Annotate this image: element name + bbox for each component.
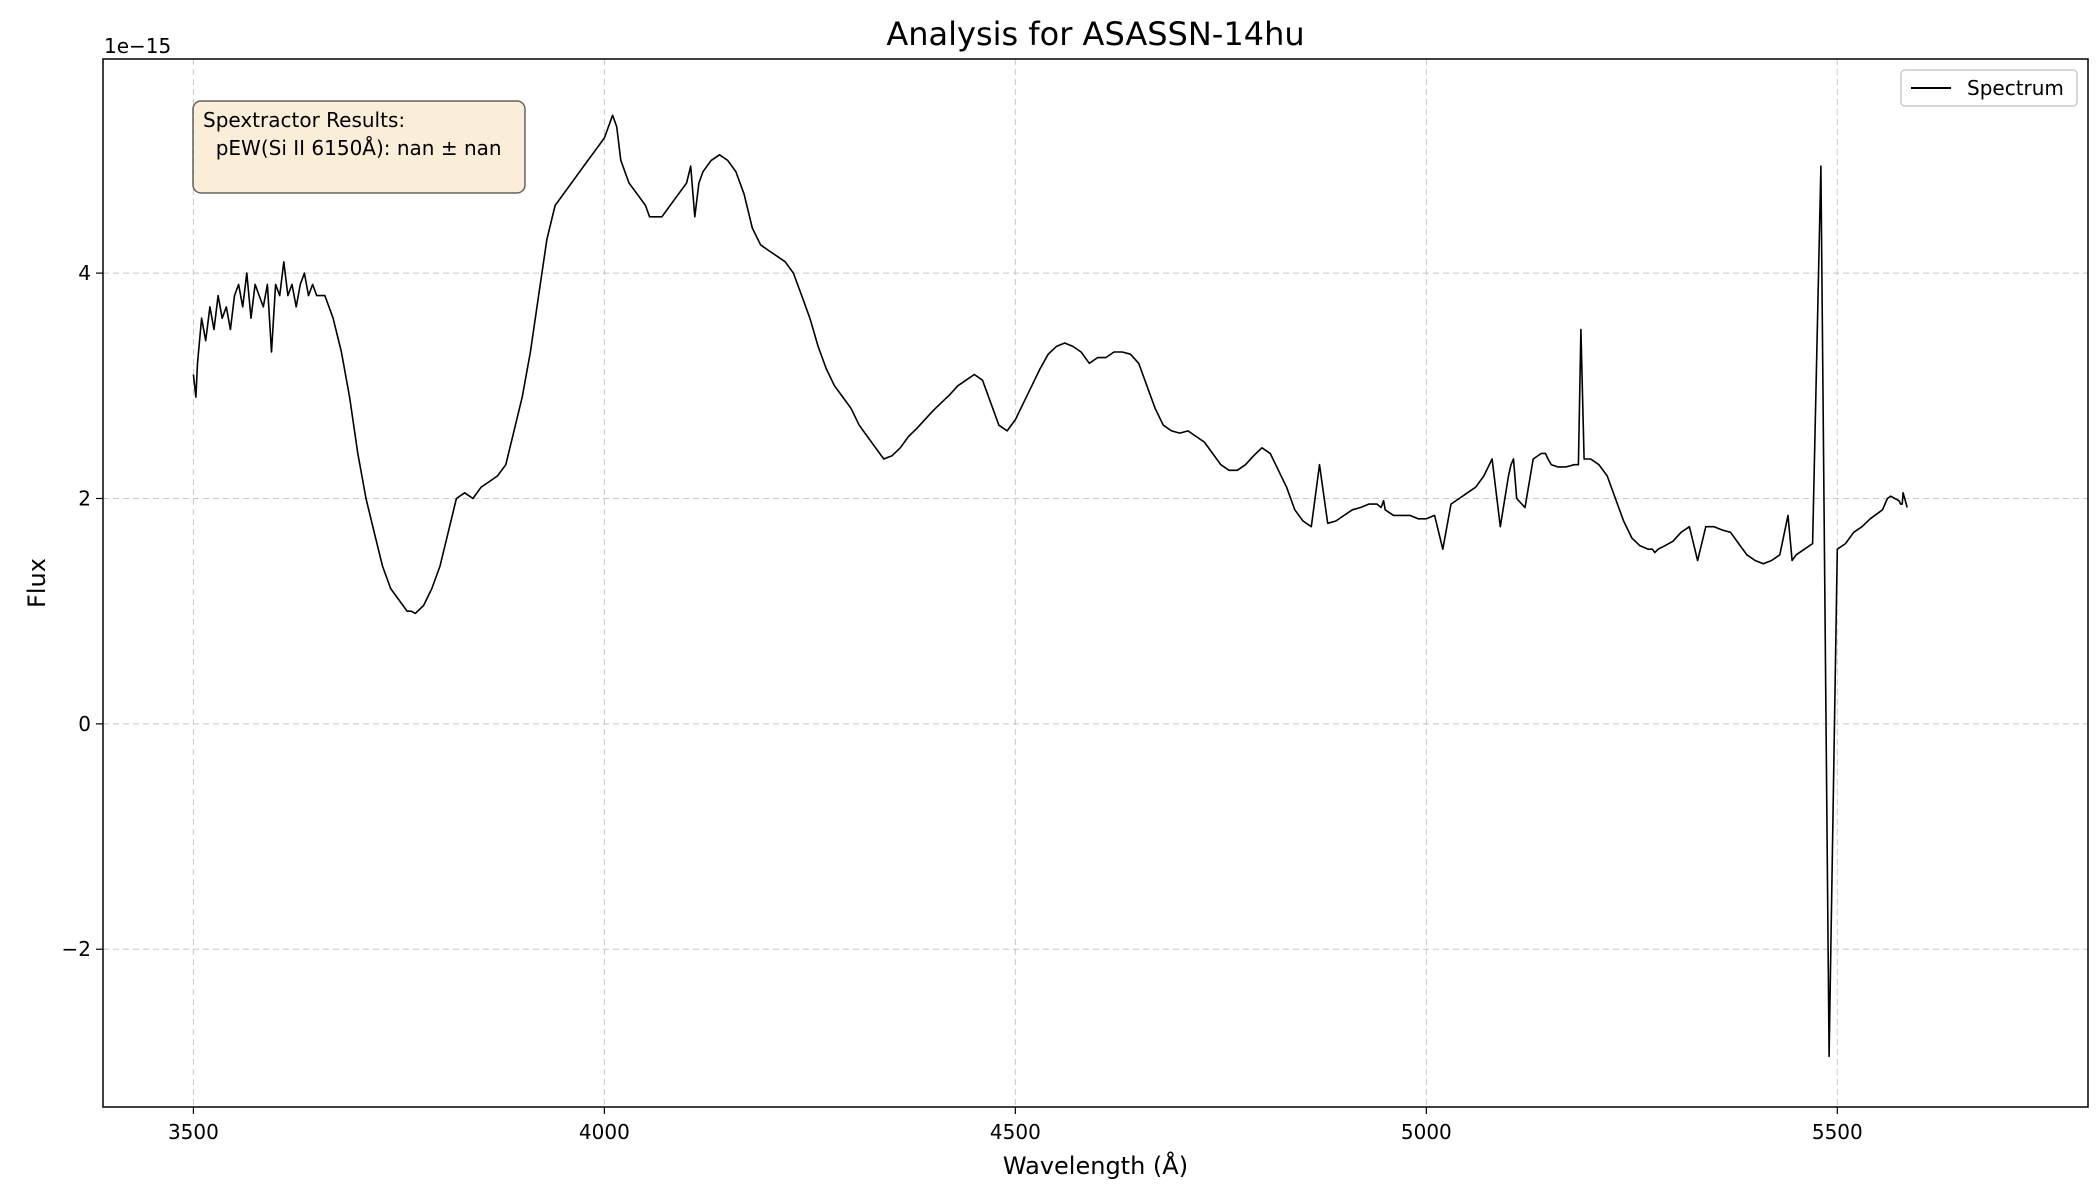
y-axis-offset-label: 1e−15 xyxy=(104,34,171,58)
x-axis-label: Wavelength (Å) xyxy=(1003,1151,1188,1180)
x-tick-label: 5000 xyxy=(1401,1120,1452,1144)
y-tick-label: −2 xyxy=(62,937,91,961)
x-tick-label: 4000 xyxy=(579,1120,630,1144)
annotation-box: Spextractor Results: pEW(Si II 6150Å): n… xyxy=(193,101,525,193)
plot-frame xyxy=(103,59,2088,1107)
annotation-line-1: Spextractor Results: xyxy=(203,108,405,132)
legend-entry-spectrum: Spectrum xyxy=(1967,76,2064,100)
y-tick-label: 4 xyxy=(78,261,91,285)
axis-ticks: 3500 4000 4500 5000 5500 −2 0 2 4 xyxy=(62,261,1863,1144)
x-tick-label: 4500 xyxy=(990,1120,1041,1144)
series-line-spectrum xyxy=(193,115,1907,1056)
y-axis-label: Flux xyxy=(23,558,51,608)
legend: Spectrum xyxy=(1901,70,2077,106)
series-layer xyxy=(193,115,1907,1056)
y-tick-label: 2 xyxy=(78,486,91,510)
x-tick-label: 3500 xyxy=(168,1120,219,1144)
y-tick-label: 0 xyxy=(78,712,91,736)
annotation-line-2: pEW(Si II 6150Å): nan ± nan xyxy=(203,136,502,160)
grid-lines xyxy=(103,59,2088,1107)
chart-title: Analysis for ASASSN-14hu xyxy=(886,15,1304,53)
x-tick-label: 5500 xyxy=(1812,1120,1863,1144)
